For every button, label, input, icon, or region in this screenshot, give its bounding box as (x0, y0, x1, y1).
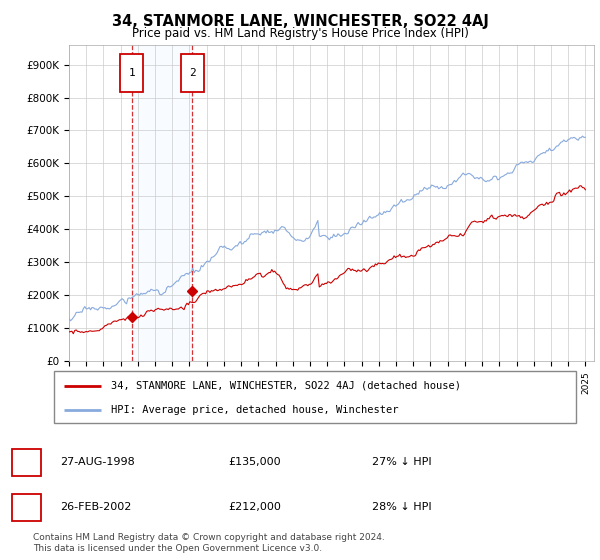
Text: 34, STANMORE LANE, WINCHESTER, SO22 4AJ (detached house): 34, STANMORE LANE, WINCHESTER, SO22 4AJ … (112, 381, 461, 391)
Text: 27-AUG-1998: 27-AUG-1998 (60, 457, 135, 467)
FancyBboxPatch shape (181, 54, 203, 92)
Text: HPI: Average price, detached house, Winchester: HPI: Average price, detached house, Winc… (112, 405, 399, 415)
Text: £212,000: £212,000 (228, 502, 281, 512)
Text: Contains HM Land Registry data © Crown copyright and database right 2024.
This d: Contains HM Land Registry data © Crown c… (33, 533, 385, 553)
Text: 1: 1 (128, 68, 135, 78)
Text: 2: 2 (188, 68, 196, 78)
Text: 26-FEB-2002: 26-FEB-2002 (60, 502, 131, 512)
Text: Price paid vs. HM Land Registry's House Price Index (HPI): Price paid vs. HM Land Registry's House … (131, 27, 469, 40)
Text: 27% ↓ HPI: 27% ↓ HPI (372, 457, 431, 467)
Text: £135,000: £135,000 (228, 457, 281, 467)
Text: 2: 2 (23, 502, 30, 512)
Bar (132, 45, 192, 361)
FancyBboxPatch shape (120, 54, 143, 92)
Text: 1: 1 (23, 457, 30, 467)
Text: 34, STANMORE LANE, WINCHESTER, SO22 4AJ: 34, STANMORE LANE, WINCHESTER, SO22 4AJ (112, 14, 488, 29)
Text: 28% ↓ HPI: 28% ↓ HPI (372, 502, 431, 512)
